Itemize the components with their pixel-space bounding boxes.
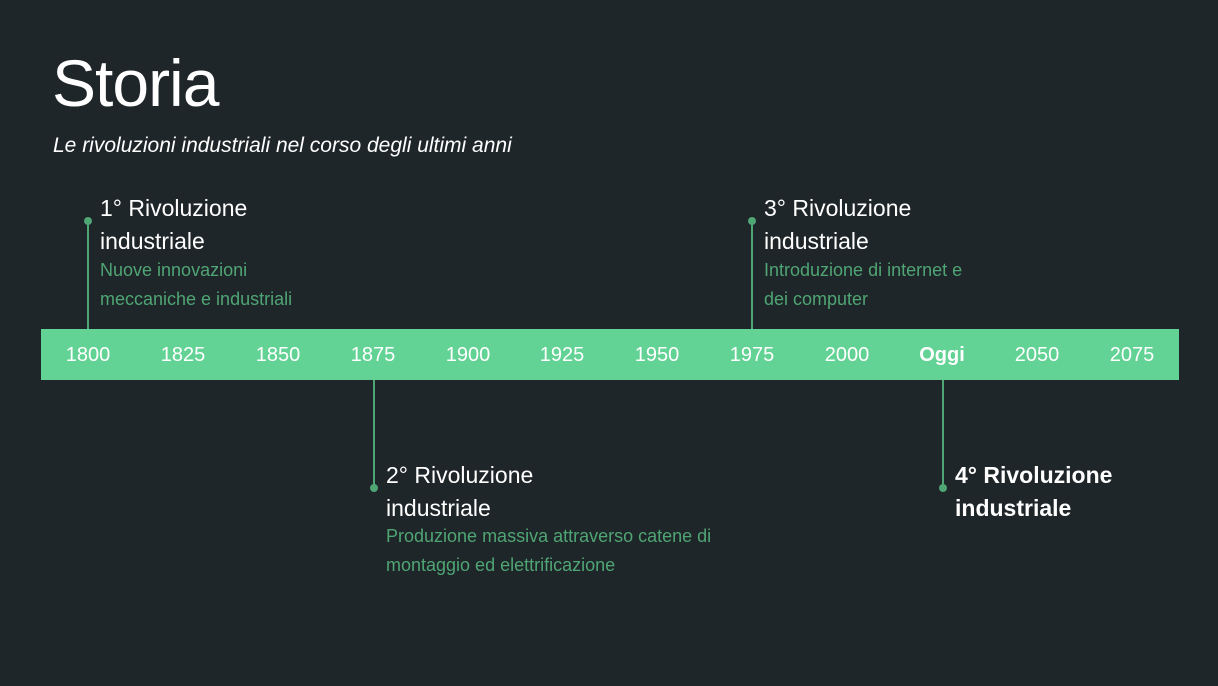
timeline-tick: 1950 xyxy=(634,344,680,366)
event-connector-line xyxy=(373,380,375,488)
timeline-tick-today: Oggi xyxy=(919,344,965,366)
timeline-tick: 1800 xyxy=(65,344,111,366)
event-3-title: 3° Rivoluzione industriale xyxy=(764,195,912,254)
event-marker-dot xyxy=(84,217,92,225)
timeline-tick: 1850 xyxy=(255,344,301,366)
timeline-bar xyxy=(41,329,1179,380)
event-1-title: 1° Rivoluzione industriale xyxy=(100,195,248,254)
timeline-tick: 2075 xyxy=(1109,344,1155,366)
event-1-description: Nuove innovazioni meccaniche e industria… xyxy=(100,260,293,309)
event-connector-line xyxy=(751,221,753,329)
timeline-tick: 1900 xyxy=(445,344,491,366)
timeline-tick: 1975 xyxy=(729,344,775,366)
timeline-tick: 1925 xyxy=(539,344,585,366)
event-marker-dot xyxy=(748,217,756,225)
event-marker-dot xyxy=(370,484,378,492)
event-4-title: 4° Rivoluzione industriale xyxy=(955,462,1113,521)
timeline-tick: 2000 xyxy=(824,344,870,366)
event-connector-line xyxy=(87,221,89,329)
event-marker-dot xyxy=(939,484,947,492)
event-2-title: 2° Rivoluzione industriale xyxy=(386,462,534,521)
event-2-description: Produzione massiva attraverso catene di … xyxy=(386,526,712,575)
page-subtitle: Le rivoluzioni industriali nel corso deg… xyxy=(53,134,512,157)
page-title: Storia xyxy=(52,46,219,120)
timeline-tick: 1825 xyxy=(160,344,206,366)
event-connector-line xyxy=(942,380,944,488)
timeline-tick: 1875 xyxy=(350,344,396,366)
event-3-description: Introduzione di internet e dei computer xyxy=(764,260,963,309)
timeline-tick: 2050 xyxy=(1014,344,1060,366)
